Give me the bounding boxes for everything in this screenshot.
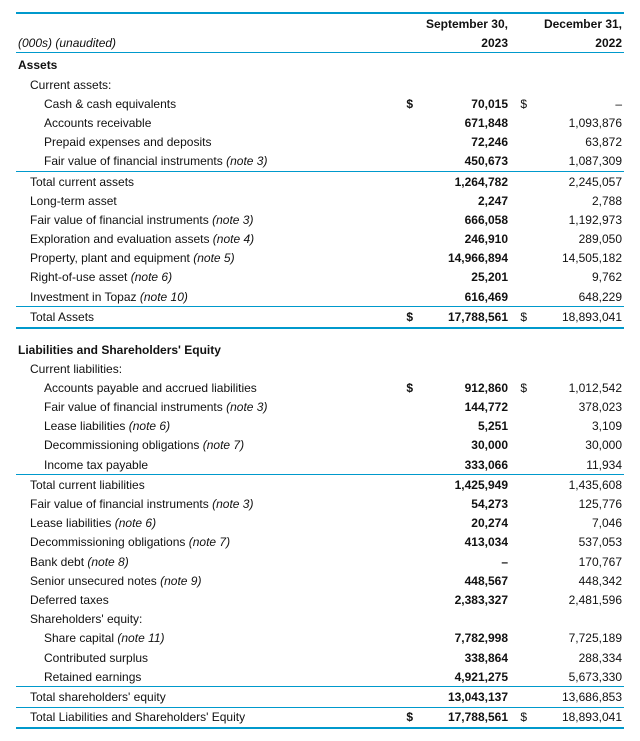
row-contsurp: Contributed surplus 338,864 288,334 <box>16 648 624 667</box>
row-fvfi-ca: Fair value of financial instruments (not… <box>16 152 624 172</box>
row-tlse: Total Liabilities and Shareholders' Equi… <box>16 707 624 728</box>
row-tse: Total shareholders' equity 13,043,137 13… <box>16 687 624 707</box>
row-prepaid: Prepaid expenses and deposits 72,246 63,… <box>16 133 624 152</box>
row-ee: Exploration and evaluation assets (note … <box>16 230 624 249</box>
row-fvfi-l: Fair value of financial instruments (not… <box>16 495 624 514</box>
row-rou: Right-of-use asset (note 6) 25,201 9,762 <box>16 268 624 287</box>
row-tca: Total current assets 1,264,782 2,245,057 <box>16 172 624 192</box>
row-tax: Income tax payable 333,066 11,934 <box>16 455 624 475</box>
row-ap: Accounts payable and accrued liabilities… <box>16 378 624 397</box>
row-deftax: Deferred taxes 2,383,327 2,481,596 <box>16 590 624 609</box>
row-decom-cl: Decommissioning obligations (note 7) 30,… <box>16 436 624 455</box>
row-tcl: Total current liabilities 1,425,949 1,43… <box>16 475 624 495</box>
row-re: Retained earnings 4,921,275 5,673,330 <box>16 667 624 687</box>
row-ppe: Property, plant and equipment (note 5) 1… <box>16 249 624 268</box>
row-topaz: Investment in Topaz (note 10) 616,469 64… <box>16 287 624 307</box>
row-fvfi-cl: Fair value of financial instruments (not… <box>16 398 624 417</box>
units-label: (000s) (unaudited) <box>18 36 116 50</box>
row-notes: Senior unsecured notes (note 9) 448,567 … <box>16 571 624 590</box>
current-liab-heading: Current liabilities: <box>16 359 624 378</box>
row-sharecap: Share capital (note 11) 7,782,998 7,725,… <box>16 629 624 648</box>
row-lease-cl: Lease liabilities (note 6) 5,251 3,109 <box>16 417 624 436</box>
header-row-2: (000s) (unaudited) 2023 2022 <box>16 33 624 53</box>
balance-sheet-table: September 30, December 31, (000s) (unaud… <box>16 12 624 729</box>
se-heading: Shareholders' equity: <box>16 610 624 629</box>
col2-header-b: 2022 <box>529 33 624 53</box>
liab-heading: Liabilities and Shareholders' Equity <box>16 338 624 360</box>
current-assets-heading: Current assets: <box>16 75 624 94</box>
row-ar: Accounts receivable 671,848 1,093,876 <box>16 113 624 132</box>
col1-header-b: 2023 <box>415 33 510 53</box>
row-lta: Long-term asset 2,247 2,788 <box>16 191 624 210</box>
col1-header-a: September 30, <box>415 13 510 33</box>
assets-heading: Assets <box>16 53 624 75</box>
row-total-assets: Total Assets $ 17,788,561 $ 18,893,041 <box>16 307 624 328</box>
row-fvfi-a: Fair value of financial instruments (not… <box>16 210 624 229</box>
row-decom-l: Decommissioning obligations (note 7) 413… <box>16 533 624 552</box>
row-cash: Cash & cash equivalents $ 70,015 $ – <box>16 94 624 113</box>
header-row-1: September 30, December 31, <box>16 13 624 33</box>
col2-header-a: December 31, <box>529 13 624 33</box>
row-lease-l: Lease liabilities (note 6) 20,274 7,046 <box>16 514 624 533</box>
row-bank: Bank debt (note 8) – 170,767 <box>16 552 624 571</box>
